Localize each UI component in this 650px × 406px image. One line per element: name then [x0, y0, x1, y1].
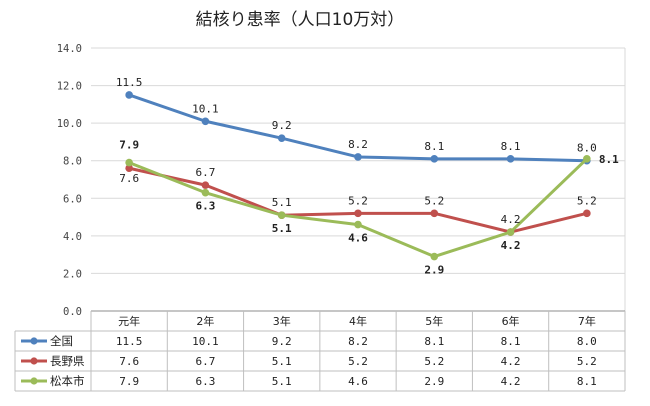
data-point: [201, 188, 210, 197]
table-cell: 8.1: [424, 335, 444, 348]
legend-label: 長野県: [50, 354, 85, 368]
table-cell: 6.3: [195, 375, 215, 388]
data-point: [125, 91, 133, 99]
legend-label: 全国: [50, 334, 73, 348]
y-tick-label: 6.0: [63, 193, 82, 205]
data-point: [125, 164, 133, 173]
y-tick-label: 0.0: [63, 306, 82, 318]
data-labels: 11.510.19.28.2 8.1 8.1 8.07.6 6.75.1 5.2 5.24.…: [116, 76, 619, 277]
data-label: 11.5: [116, 76, 143, 89]
y-tick-label: 14.0: [57, 43, 82, 55]
table-cell: 11.5: [116, 335, 143, 348]
table-cell: 5.1: [272, 355, 292, 368]
data-point: [125, 158, 133, 167]
legend-marker: [30, 337, 38, 345]
data-point: [201, 117, 210, 126]
data-label: 8.1: [424, 140, 444, 153]
data-label: 10.1: [192, 102, 219, 115]
table-cell: 7.6: [119, 355, 139, 368]
y-tick-label: 10.0: [57, 118, 82, 130]
table-cell: 5.2: [424, 355, 444, 368]
category-label: 6年: [502, 314, 520, 328]
series-layer: [125, 91, 591, 261]
data-point: [430, 209, 439, 218]
data-label: 9.2: [272, 119, 292, 132]
chart-title: 結核り患率（人口10万対）: [196, 10, 405, 30]
legend-marker: [30, 377, 38, 385]
data-label: 5.1: [272, 222, 292, 235]
data-label: 4.6: [348, 232, 368, 245]
table-cell: 7.9: [119, 375, 139, 388]
category-label: 5年: [425, 314, 443, 328]
table-cell: 2.9: [424, 375, 444, 388]
data-point: [583, 155, 591, 163]
data-label: 8.2: [348, 138, 368, 151]
legend-label: 松本市: [50, 374, 85, 388]
data-label: 5.2: [577, 194, 597, 207]
data-label: 5.1: [272, 196, 292, 209]
table-cell: 5.2: [577, 355, 597, 368]
table-cell: 4.2: [501, 375, 521, 388]
data-point: [506, 228, 515, 236]
category-label: 2年: [196, 314, 214, 328]
table-cell: 10.1: [192, 335, 219, 348]
legend-marker: [30, 357, 38, 365]
table-cell: 8.0: [577, 335, 597, 348]
table-cell: 9.2: [272, 335, 292, 348]
data-label: 8.0: [577, 142, 597, 155]
data-label: 5.2: [348, 194, 368, 207]
table-cell: 5.1: [272, 375, 292, 388]
data-label: 2.9: [424, 264, 444, 277]
data-point: [583, 209, 591, 218]
table-cell: 4.2: [501, 355, 521, 368]
data-point: [201, 181, 210, 189]
data-point: [277, 134, 286, 142]
table-cell: 8.2: [348, 335, 368, 348]
data-label: 4.2: [501, 239, 521, 252]
data-point: [354, 209, 362, 218]
y-axis: 0.0 2.0 4.0 6.0 8.0 10.0 12.0 14.0: [57, 43, 82, 318]
category-label: 元年: [118, 314, 140, 328]
data-label: 7.6: [119, 172, 139, 185]
category-label: 7年: [578, 314, 596, 328]
table-cell: 8.1: [501, 335, 521, 348]
data-point: [354, 153, 362, 161]
y-tick-label: 12.0: [57, 81, 82, 93]
y-tick-label: 2.0: [63, 268, 82, 280]
data-point: [430, 155, 439, 163]
y-tick-label: 4.0: [63, 231, 82, 243]
data-label: 6.3: [195, 200, 215, 213]
table-cell: 6.7: [195, 355, 215, 368]
table-cell: 4.6: [348, 375, 368, 388]
data-label: 6.7: [195, 166, 215, 179]
data-point: [354, 220, 362, 229]
table-cell: 5.2: [348, 355, 368, 368]
data-point: [430, 252, 439, 261]
data-point: [506, 155, 515, 163]
y-tick-label: 8.0: [63, 156, 82, 168]
data-label: 8.1: [599, 153, 619, 166]
category-label: 4年: [349, 314, 367, 328]
data-label: 5.2: [424, 194, 444, 207]
table-cell: 8.1: [577, 375, 597, 388]
category-label: 3年: [273, 314, 291, 328]
grid-layer: [91, 47, 626, 311]
data-point: [277, 211, 286, 219]
data-label: 4.2: [501, 213, 521, 226]
data-label: 7.9: [119, 139, 139, 152]
data-label: 8.1: [501, 140, 521, 153]
